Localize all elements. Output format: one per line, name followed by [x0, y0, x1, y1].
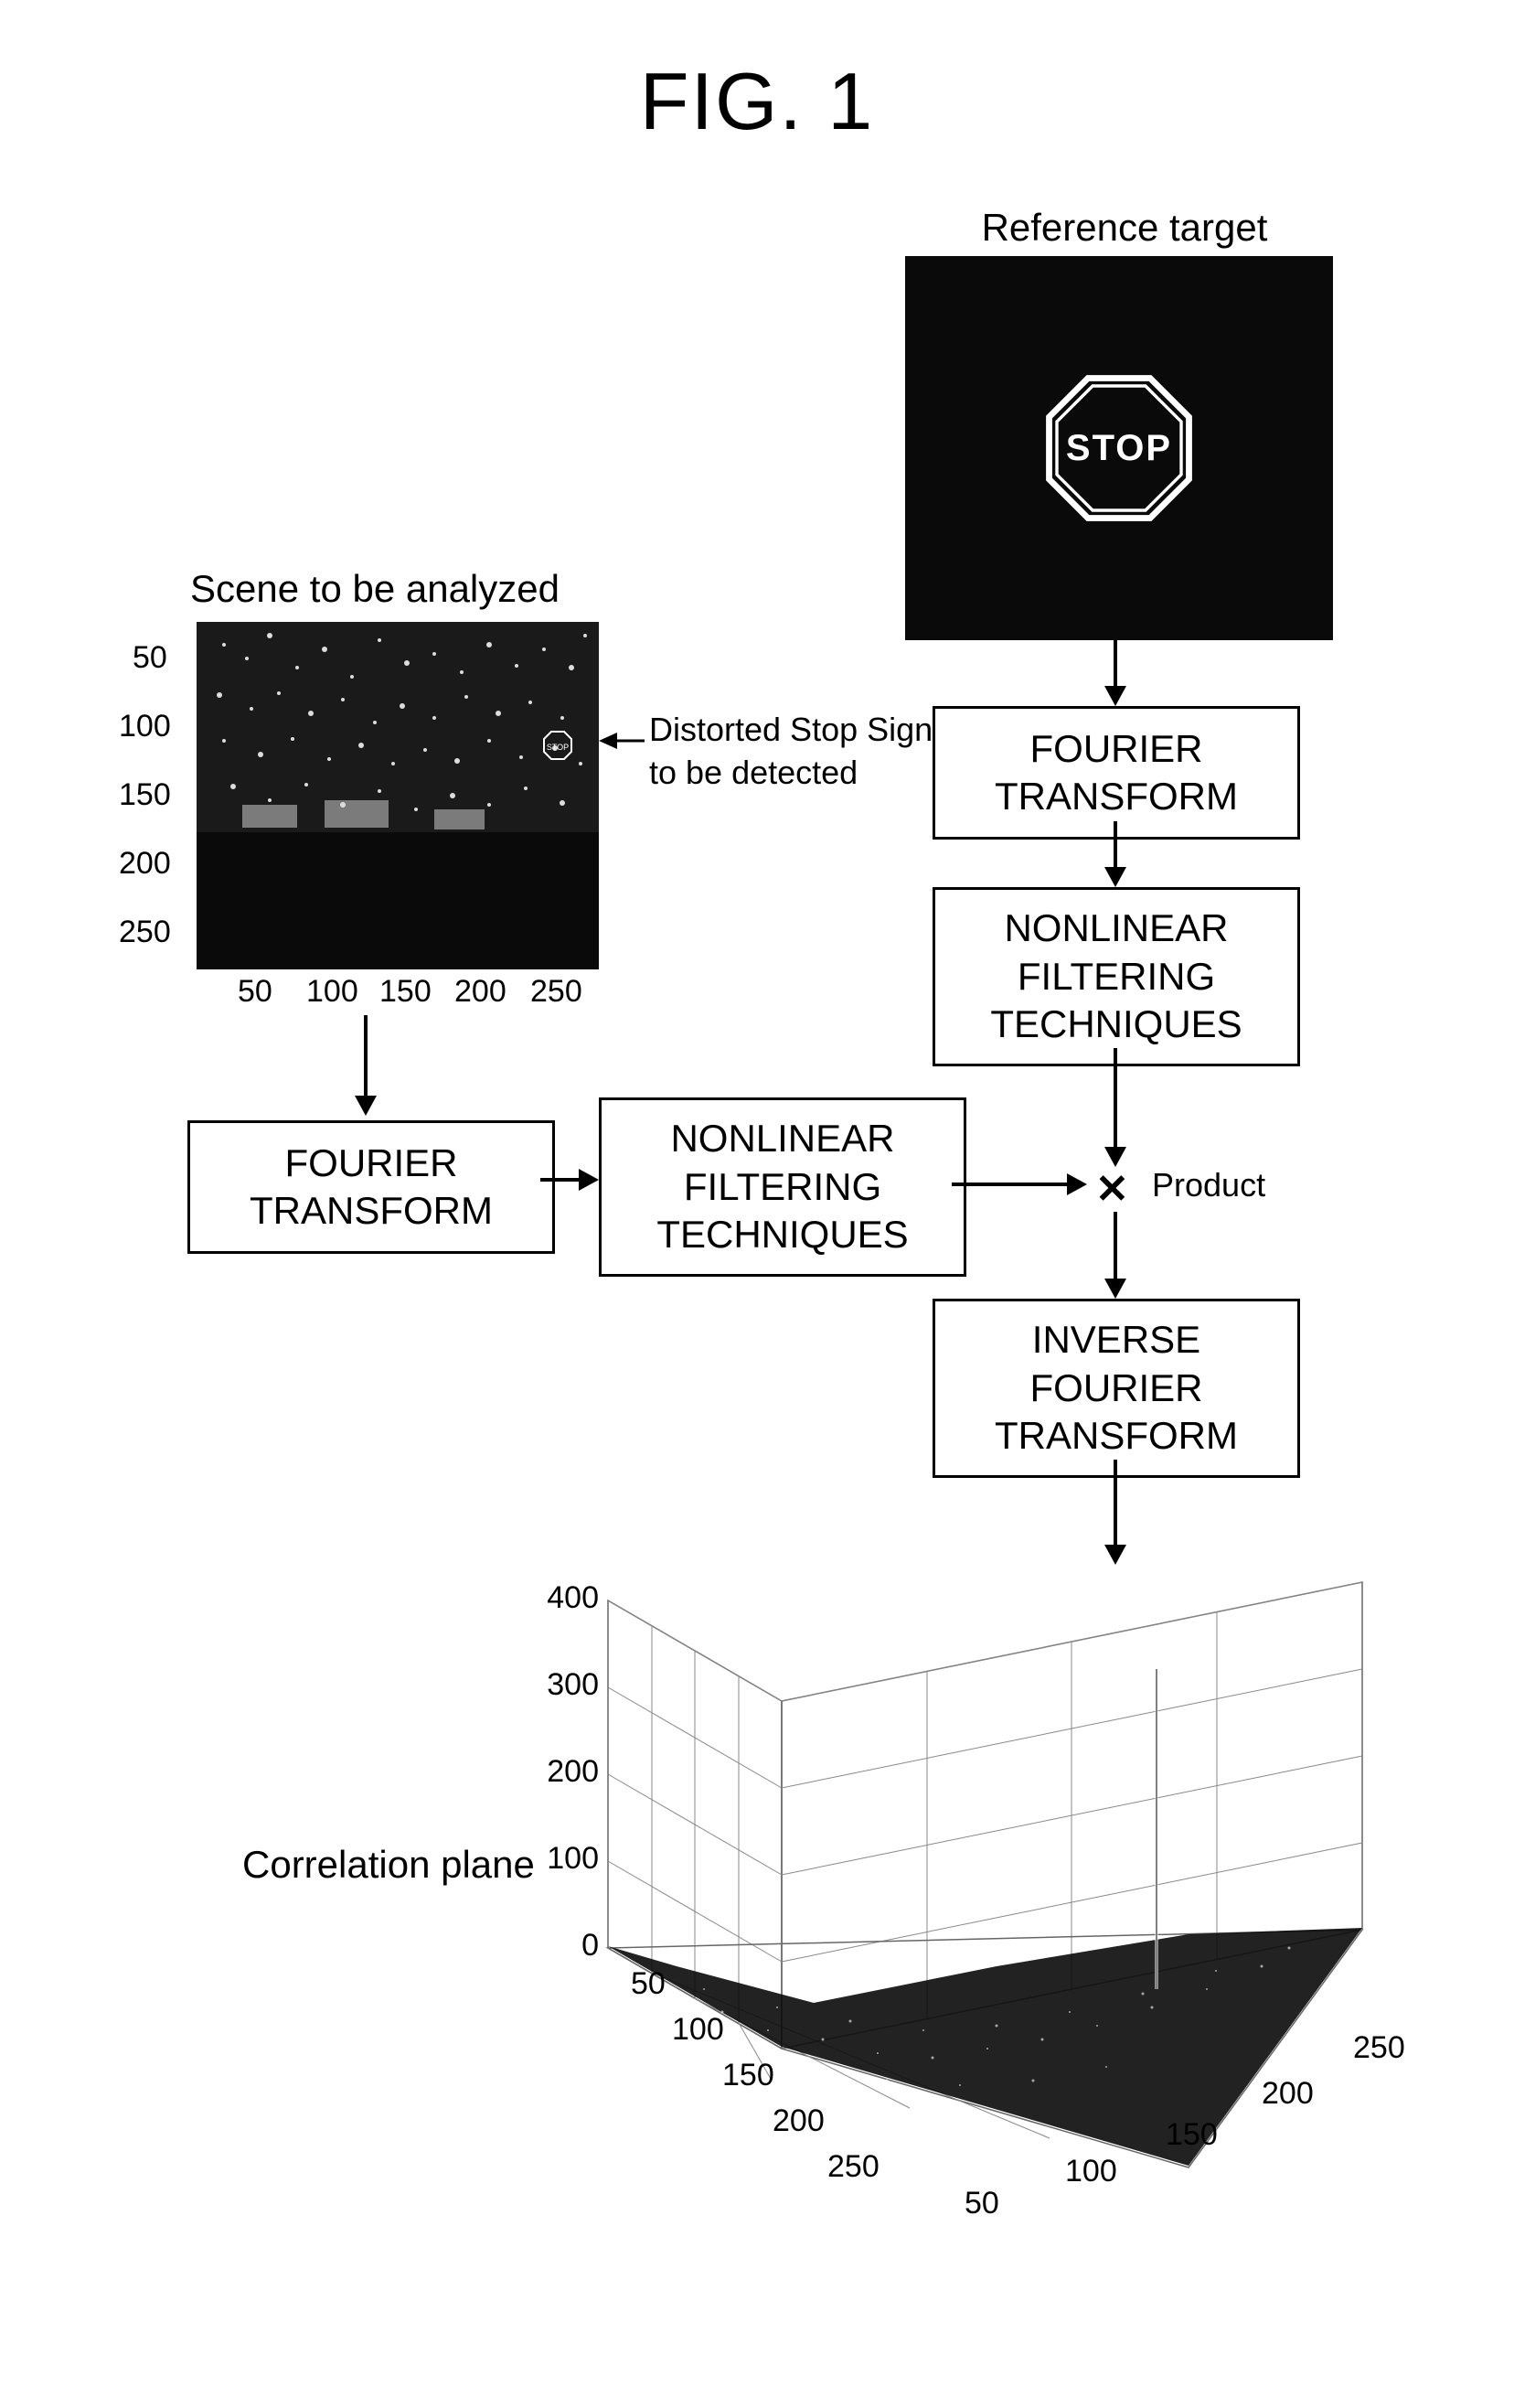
- arrow-icon: [347, 1015, 384, 1116]
- nonlinear-filtering-text-left: NONLINEAR FILTERING TECHNIQUES: [656, 1115, 908, 1259]
- stop-sign-icon: STOP: [1041, 370, 1197, 526]
- x-tick: 150: [1166, 2117, 1218, 2152]
- y-tick: 250: [827, 2149, 880, 2184]
- x-tick: 100: [1065, 2154, 1117, 2189]
- fourier-transform-box-right: FOURIER TRANSFORM: [933, 706, 1300, 840]
- arrow-icon: [540, 1161, 599, 1198]
- page: FIG. 1 Reference target STOP FOURIER TRA…: [0, 0, 1514, 2408]
- nonlinear-filtering-box-right: NONLINEAR FILTERING TECHNIQUES: [933, 887, 1300, 1066]
- fourier-transform-box-left: FOURIER TRANSFORM: [187, 1120, 555, 1254]
- nonlinear-filtering-text-right: NONLINEAR FILTERING TECHNIQUES: [990, 904, 1242, 1049]
- arrow-icon: [1097, 1048, 1134, 1167]
- arrow-icon: [1097, 1460, 1134, 1565]
- scene-y-tick: 100: [119, 709, 171, 744]
- scene-y-tick: 200: [119, 846, 171, 882]
- scene-x-tick: 200: [454, 974, 506, 1010]
- nonlinear-filtering-box-left: NONLINEAR FILTERING TECHNIQUES: [599, 1097, 966, 1277]
- stop-sign-text: STOP: [1041, 370, 1197, 526]
- arrow-icon: [952, 1166, 1087, 1203]
- scene-x-tick: 250: [530, 974, 582, 1010]
- scene-image: STOP: [197, 622, 599, 969]
- z-tick: 300: [547, 1667, 599, 1702]
- arrow-icon: [1097, 821, 1134, 887]
- x-tick: 250: [1353, 2030, 1405, 2065]
- scene-title-label: Scene to be analyzed: [174, 567, 576, 611]
- inverse-fourier-transform-text: INVERSE FOURIER TRANSFORM: [995, 1316, 1238, 1461]
- z-tick: 200: [547, 1754, 599, 1789]
- scene-y-tick: 150: [119, 777, 171, 813]
- fourier-transform-text-right: FOURIER TRANSFORM: [995, 725, 1238, 821]
- scene-x-tick: 150: [379, 974, 432, 1010]
- arrow-icon: [1097, 640, 1134, 706]
- reference-target-image: STOP: [905, 256, 1333, 640]
- scene-x-tick: 100: [306, 974, 358, 1010]
- distorted-annotation-label: Distorted Stop Sign to be detected: [649, 709, 933, 795]
- arrow-icon: [599, 727, 645, 755]
- scene-y-tick: 50: [133, 640, 167, 676]
- product-label: Product: [1152, 1166, 1265, 1204]
- z-tick: 0: [581, 1928, 599, 1963]
- y-tick: 150: [722, 2058, 774, 2092]
- correlation-plot: 0 100 200 300 400 50 100 150 200 250 50 …: [539, 1573, 1408, 2259]
- svg-text:STOP: STOP: [547, 743, 569, 752]
- scene-y-tick: 250: [119, 915, 171, 950]
- y-tick: 200: [773, 2103, 825, 2138]
- z-tick: 100: [547, 1841, 599, 1876]
- x-tick: 50: [965, 2186, 999, 2221]
- reference-target-label: Reference target: [960, 206, 1289, 250]
- scene-x-tick: 50: [238, 974, 272, 1010]
- x-tick: 200: [1262, 2076, 1314, 2111]
- arrow-icon: [1097, 1212, 1134, 1299]
- inverse-fourier-transform-box: INVERSE FOURIER TRANSFORM: [933, 1299, 1300, 1478]
- y-tick: 100: [672, 2012, 724, 2047]
- z-tick: 400: [547, 1580, 599, 1615]
- fourier-transform-text-left: FOURIER TRANSFORM: [250, 1140, 493, 1236]
- figure-title: FIG. 1: [0, 55, 1514, 148]
- y-tick: 50: [631, 1966, 666, 2001]
- product-multiply-icon: ✕: [1095, 1166, 1129, 1213]
